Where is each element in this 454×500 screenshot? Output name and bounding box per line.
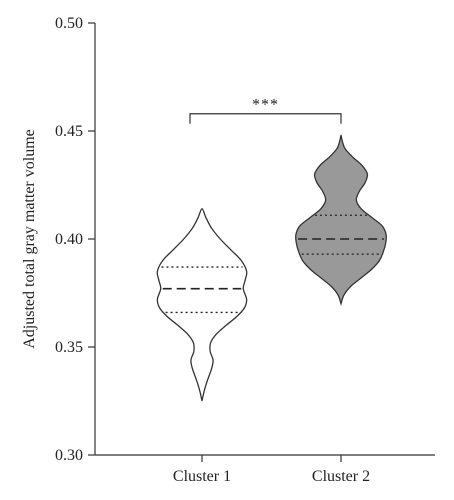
violin-2 bbox=[295, 134, 387, 306]
y-tick-label: 0.40 bbox=[55, 231, 83, 248]
y-tick-label: 0.50 bbox=[55, 15, 83, 32]
significance-line bbox=[189, 113, 342, 124]
x-tick-label: Cluster 2 bbox=[312, 468, 370, 485]
x-ticks: Cluster 1 Cluster 2 bbox=[173, 455, 370, 485]
y-axis-title: Adjusted total gray matter volume bbox=[21, 129, 38, 349]
y-tick-label: 0.30 bbox=[55, 447, 83, 464]
violin-1 bbox=[156, 208, 248, 402]
y-tick-label: 0.45 bbox=[55, 123, 83, 140]
y-ticks: 0.30 0.35 0.40 0.45 0.50 bbox=[55, 15, 95, 464]
x-tick-label: Cluster 1 bbox=[173, 468, 231, 485]
significance-label: *** bbox=[252, 97, 279, 114]
violins-layer bbox=[156, 134, 387, 402]
y-tick-label: 0.35 bbox=[55, 339, 83, 356]
significance-bracket: *** bbox=[189, 97, 342, 124]
quartile-lines-layer bbox=[161, 214, 384, 314]
